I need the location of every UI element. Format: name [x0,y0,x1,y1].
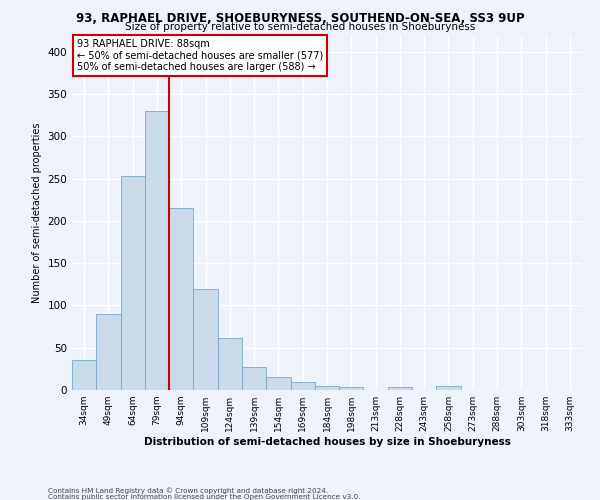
Text: 93 RAPHAEL DRIVE: 88sqm
← 50% of semi-detached houses are smaller (577)
50% of s: 93 RAPHAEL DRIVE: 88sqm ← 50% of semi-de… [77,39,323,72]
Bar [339,386,364,390]
Bar [388,388,412,390]
Bar [290,382,315,390]
Text: 93, RAPHAEL DRIVE, SHOEBURYNESS, SOUTHEND-ON-SEA, SS3 9UP: 93, RAPHAEL DRIVE, SHOEBURYNESS, SOUTHEN… [76,12,524,26]
Text: Size of property relative to semi-detached houses in Shoeburyness: Size of property relative to semi-detach… [125,22,475,32]
Bar [169,208,193,390]
Bar [242,367,266,390]
Bar [266,378,290,390]
Bar [72,360,96,390]
Bar [96,314,121,390]
Bar [193,288,218,390]
Bar [436,386,461,390]
Bar [218,338,242,390]
Y-axis label: Number of semi-detached properties: Number of semi-detached properties [32,122,42,302]
Bar [121,176,145,390]
X-axis label: Distribution of semi-detached houses by size in Shoeburyness: Distribution of semi-detached houses by … [143,437,511,447]
Bar [145,111,169,390]
Text: Contains public sector information licensed under the Open Government Licence v3: Contains public sector information licen… [48,494,361,500]
Text: Contains HM Land Registry data © Crown copyright and database right 2024.: Contains HM Land Registry data © Crown c… [48,488,328,494]
Bar [315,386,339,390]
